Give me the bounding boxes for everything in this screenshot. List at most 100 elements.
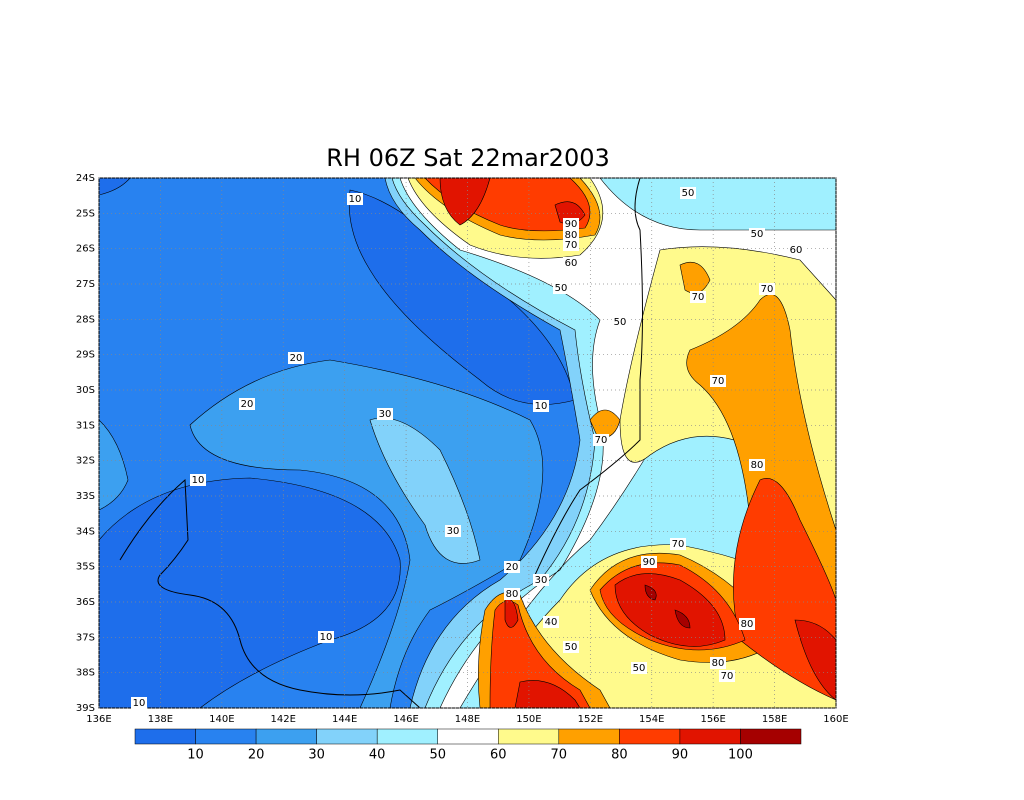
label-bg <box>347 193 363 205</box>
x-tick-label: 156E <box>700 714 725 725</box>
y-tick-label: 33S <box>76 491 95 502</box>
contour-label: 90 <box>643 557 656 568</box>
colorbar-box <box>134 728 196 745</box>
x-tick-label: 154E <box>639 714 664 725</box>
contour-label: 50 <box>555 283 568 294</box>
label-bg <box>563 239 579 251</box>
label-bg <box>719 670 735 682</box>
label-bg <box>788 244 804 256</box>
contour-label: 70 <box>721 671 734 682</box>
y-tick-label: 35S <box>76 562 95 573</box>
y-tick-label: 25S <box>76 208 95 219</box>
colorbar-label: 100 <box>728 748 753 763</box>
colorbar-label: 10 <box>187 748 204 763</box>
label-bg <box>641 556 657 568</box>
contour-label: 20 <box>241 399 254 410</box>
contour-label: 70 <box>692 292 705 303</box>
contour-label: 80 <box>712 658 725 669</box>
x-tick-label: 148E <box>455 714 480 725</box>
label-bg <box>759 283 775 295</box>
contour-label: 80 <box>565 230 578 241</box>
contour-label: 60 <box>565 258 578 269</box>
fill <box>439 178 491 226</box>
colorbar-box <box>498 728 560 745</box>
contour-label: 80 <box>506 589 519 600</box>
contour-label: 80 <box>751 460 764 471</box>
contour-label: 50 <box>682 188 695 199</box>
contour-label: 50 <box>565 642 578 653</box>
y-tick-label: 27S <box>76 279 95 290</box>
contour-label: 40 <box>545 617 558 628</box>
contour-label: 70 <box>761 284 774 295</box>
colorbar-box <box>376 728 438 745</box>
colorbar-label: 40 <box>369 748 386 763</box>
contour-label: 10 <box>192 475 205 486</box>
contour-label: 50 <box>633 663 646 674</box>
label-bg <box>670 538 686 550</box>
contour-label: 70 <box>712 376 725 387</box>
y-tick-label: 32S <box>76 456 95 467</box>
label-bg <box>680 187 696 199</box>
contour-label: 70 <box>672 539 685 550</box>
contour-label: 50 <box>751 229 764 240</box>
contour-label: 70 <box>565 240 578 251</box>
contour-label: 20 <box>506 562 519 573</box>
label-bg <box>563 641 579 653</box>
colorbar-label: 20 <box>248 748 265 763</box>
label-bg <box>710 657 726 669</box>
x-tick-label: 158E <box>762 714 787 725</box>
contour-label: 50 <box>614 317 627 328</box>
colorbar-box <box>316 728 378 745</box>
label-bg <box>710 375 726 387</box>
contour-label: 60 <box>790 245 803 256</box>
contour-label: 70 <box>595 435 608 446</box>
fill <box>99 419 129 511</box>
contour-label: 90 <box>565 219 578 230</box>
label-bg <box>593 434 609 446</box>
label-bg <box>563 229 579 241</box>
label-bg <box>377 408 393 420</box>
y-tick-label: 39S <box>76 703 95 714</box>
y-tick-label: 30S <box>76 385 95 396</box>
colorbar-label: 80 <box>611 748 628 763</box>
contour-label: 10 <box>320 632 333 643</box>
label-bg <box>190 474 206 486</box>
colorbar-label: 70 <box>551 748 568 763</box>
x-tick-label: 150E <box>516 714 541 725</box>
colorbar-label: 50 <box>429 748 446 763</box>
label-bg <box>445 525 461 537</box>
label-bg <box>690 291 706 303</box>
label-bg <box>631 662 647 674</box>
colorbar-box <box>437 728 499 745</box>
y-tick-label: 34S <box>76 526 95 537</box>
contour-label: 30 <box>535 575 548 586</box>
label-bg <box>131 697 147 709</box>
colorbar-label: 90 <box>672 748 689 763</box>
title: RH 06Z Sat 22mar2003 <box>326 144 610 172</box>
x-tick-label: 144E <box>332 714 357 725</box>
coastline <box>119 178 643 708</box>
colorbar-box <box>679 728 741 745</box>
contour-label: 10 <box>133 698 146 709</box>
colorbar-box <box>255 728 317 745</box>
x-tick-label: 138E <box>148 714 173 725</box>
x-tick-label: 142E <box>271 714 296 725</box>
contour-label: 10 <box>349 194 362 205</box>
colorbar-box <box>195 728 257 745</box>
label-bg <box>543 616 559 628</box>
fill <box>644 584 691 629</box>
label-bg <box>504 588 520 600</box>
y-tick-label: 38S <box>76 668 95 679</box>
y-tick-label: 31S <box>76 420 95 431</box>
x-tick-label: 146E <box>393 714 418 725</box>
x-tick-label: 160E <box>823 714 848 725</box>
contour-label: 80 <box>741 619 754 630</box>
label-bg <box>318 631 334 643</box>
label-bg <box>739 618 755 630</box>
label-bg <box>288 352 304 364</box>
y-tick-label: 37S <box>76 632 95 643</box>
label-bg <box>749 228 765 240</box>
contour-label: 10 <box>535 401 548 412</box>
label-bg <box>553 282 569 294</box>
